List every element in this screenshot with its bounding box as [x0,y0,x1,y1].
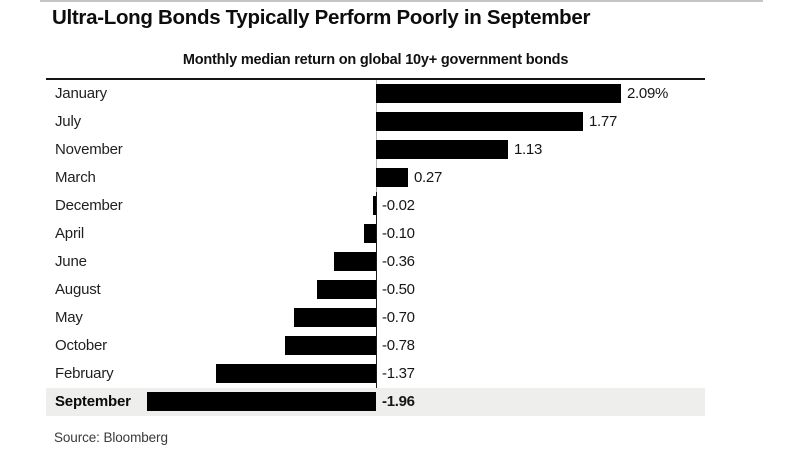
value-label-june: -0.36 [382,253,415,270]
category-label-november: November [55,141,123,158]
chart-row-september: September -1.96 [46,388,705,416]
chart-row-january: January 2.09% [46,80,705,108]
category-label-july: July [55,113,81,130]
chart-row-july: July 1.77 [46,108,705,136]
chart-row-june: June -0.36 [46,248,705,276]
value-label-july: 1.77 [589,113,617,130]
category-label-march: March [55,169,96,186]
value-label-december: -0.02 [382,197,415,214]
zero-axis-line-lower [376,192,377,416]
chart-plot-area: January 2.09% July 1.77 November 1.13 March 0.2… [46,80,705,416]
category-label-august: August [55,281,101,298]
bar-october [285,336,376,355]
chart-row-november: November 1.13 [46,136,705,164]
bar-january [376,84,621,103]
bar-march [376,168,408,187]
category-label-september: September [55,393,131,410]
bar-april [364,224,376,243]
category-label-february: February [55,365,114,382]
chart-row-april: April -0.10 [46,220,705,248]
chart-row-december: December -0.02 [46,192,705,220]
category-label-june: June [55,253,87,270]
value-label-february: -1.37 [382,365,415,382]
value-label-september: -1.96 [382,393,415,410]
category-label-december: December [55,197,123,214]
category-label-january: January [55,85,107,102]
value-label-august: -0.50 [382,281,415,298]
bar-september [147,392,376,411]
bar-july [376,112,583,131]
bar-chart: January 2.09% July 1.77 November 1.13 March 0.2… [46,78,705,416]
zero-axis-line-upper [376,80,377,192]
bar-august [317,280,376,299]
chart-row-march: March 0.27 [46,164,705,192]
chart-row-february: February -1.37 [46,360,705,388]
category-label-april: April [55,225,85,242]
chart-subtitle: Monthly median return on global 10y+ gov… [182,52,569,68]
bar-may [294,308,376,327]
bar-june [334,252,376,271]
chart-row-may: May -0.70 [46,304,705,332]
bar-february [216,364,376,383]
value-label-october: -0.78 [382,337,415,354]
chart-row-august: August -0.50 [46,276,705,304]
bar-november [376,140,508,159]
value-label-january: 2.09% [627,85,669,102]
chart-title: Ultra-Long Bonds Typically Perform Poorl… [52,6,591,29]
source-attribution: Source: Bloomberg [54,430,168,445]
figure-top-border [40,0,763,2]
value-label-march: 0.27 [414,169,442,186]
category-label-october: October [55,337,107,354]
chart-row-october: October -0.78 [46,332,705,360]
value-label-november: 1.13 [514,141,542,158]
bar-december [373,196,376,215]
category-label-may: May [55,309,83,326]
value-label-may: -0.70 [382,309,415,326]
value-label-april: -0.10 [382,225,415,242]
